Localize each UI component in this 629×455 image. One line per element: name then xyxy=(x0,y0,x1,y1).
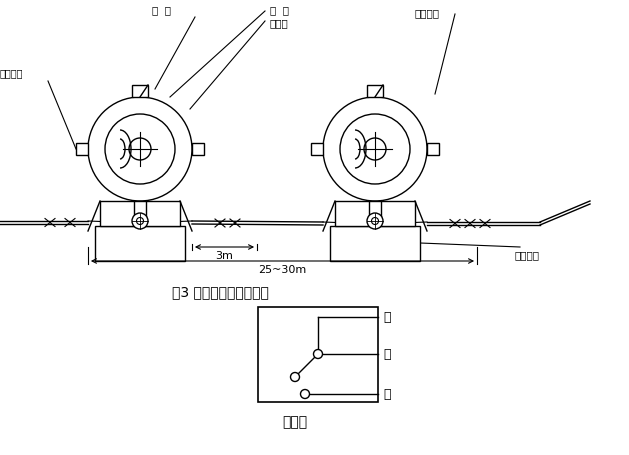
Text: 3m: 3m xyxy=(216,250,233,260)
Bar xyxy=(335,202,415,227)
Text: 托  环: 托 环 xyxy=(270,5,289,15)
Circle shape xyxy=(136,218,143,225)
Text: 25~30m: 25~30m xyxy=(259,264,306,274)
Text: 拉绳开关: 拉绳开关 xyxy=(0,68,23,78)
Circle shape xyxy=(105,115,175,185)
Circle shape xyxy=(323,98,427,202)
Text: 钢丝绳: 钢丝绳 xyxy=(270,18,289,28)
Bar xyxy=(427,144,439,156)
Circle shape xyxy=(291,373,299,382)
Bar xyxy=(369,202,381,222)
Text: 红: 红 xyxy=(383,311,391,324)
Text: 安装支架: 安装支架 xyxy=(515,249,540,259)
Bar xyxy=(311,144,323,156)
Text: 蓝: 蓝 xyxy=(383,348,391,361)
Circle shape xyxy=(313,350,323,359)
Circle shape xyxy=(88,98,192,202)
Text: 图3 拉绳开关安装示范图: 图3 拉绳开关安装示范图 xyxy=(172,284,269,298)
Bar xyxy=(134,202,146,222)
Circle shape xyxy=(372,218,379,225)
Bar xyxy=(100,202,180,227)
Bar xyxy=(95,227,185,262)
Bar xyxy=(330,227,420,262)
Bar xyxy=(132,86,148,98)
Circle shape xyxy=(340,115,410,185)
Bar xyxy=(258,307,378,402)
Text: 绿: 绿 xyxy=(383,388,391,400)
Circle shape xyxy=(129,139,151,161)
Bar xyxy=(192,144,204,156)
Text: 调整螺栓: 调整螺栓 xyxy=(415,8,440,18)
Text: 接线图: 接线图 xyxy=(282,414,308,428)
Circle shape xyxy=(364,139,386,161)
Bar xyxy=(367,86,383,98)
Circle shape xyxy=(301,389,309,399)
Circle shape xyxy=(132,213,148,229)
Text: 扎  关: 扎 关 xyxy=(152,5,172,15)
Circle shape xyxy=(367,213,383,229)
Bar xyxy=(76,144,88,156)
